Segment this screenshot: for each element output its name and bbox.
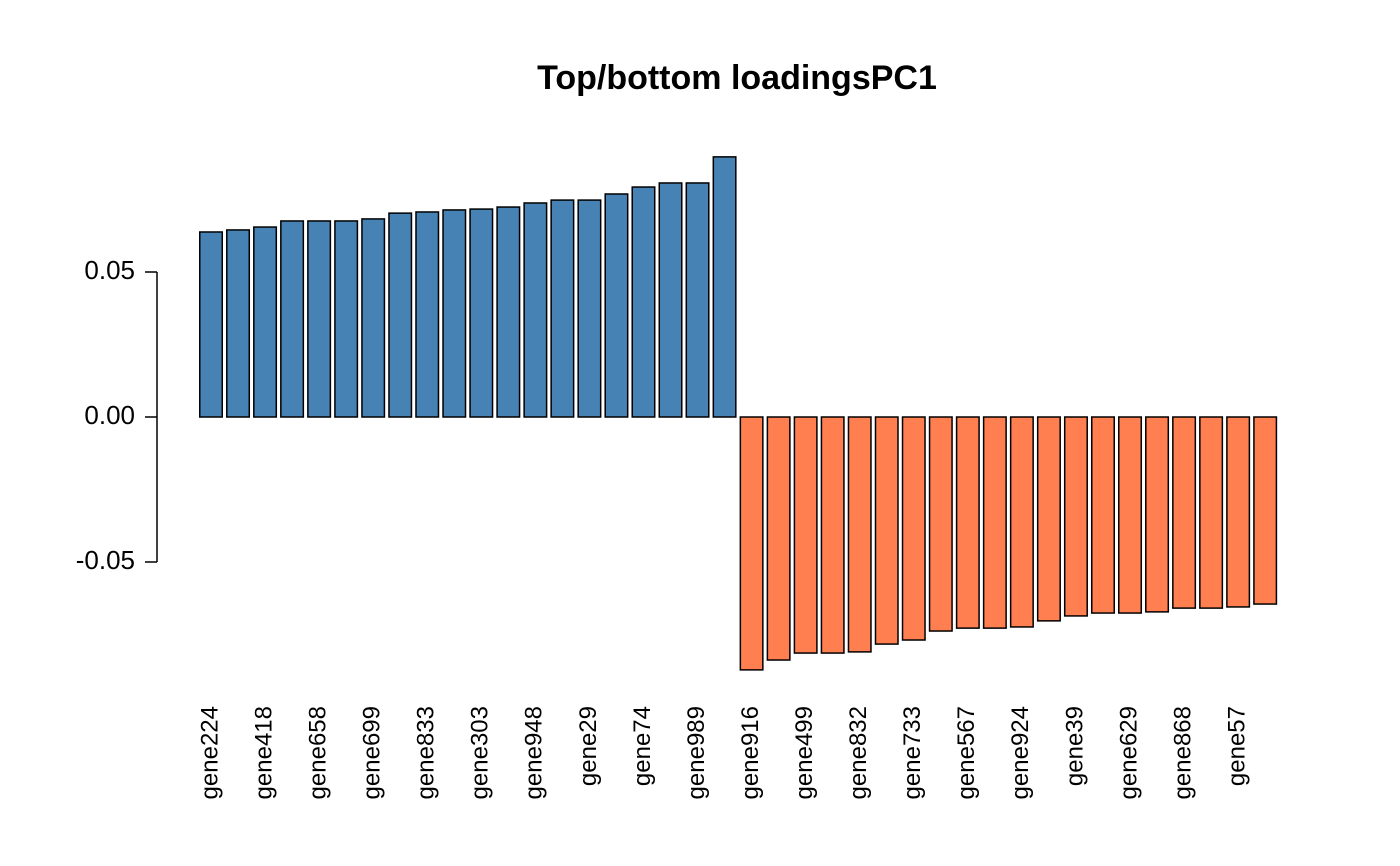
bar: [1145, 416, 1170, 613]
y-tick-label: 0.05: [84, 255, 135, 285]
bar: [685, 182, 710, 418]
bar: [334, 220, 359, 418]
bar: [199, 231, 223, 418]
y-tick-label: -0.05: [76, 545, 135, 575]
y-tick-label: 0.00: [84, 400, 135, 430]
bar: [631, 186, 656, 418]
bar: [658, 182, 683, 418]
bar: [523, 202, 548, 418]
bar: [901, 416, 926, 641]
bar: [1226, 416, 1251, 608]
bar: [1172, 416, 1197, 609]
bar: [1199, 416, 1224, 609]
bar: [577, 199, 602, 418]
x-tick-label: gene916: [737, 706, 764, 799]
bar: [1063, 416, 1088, 617]
bar: [415, 211, 440, 418]
bar: [253, 226, 278, 418]
x-tick-label: gene832: [845, 706, 872, 799]
bar: [1036, 416, 1061, 622]
bar: [226, 229, 251, 418]
bar: [496, 206, 521, 418]
bar: [955, 416, 980, 629]
x-tick-label: gene699: [359, 706, 386, 799]
bar: [469, 208, 494, 418]
bar: [847, 416, 872, 653]
x-tick-label: gene74: [629, 706, 656, 786]
bar: [1009, 416, 1034, 628]
bar: [712, 156, 737, 418]
x-tick-label: gene658: [304, 706, 331, 799]
bar: [1118, 416, 1143, 614]
bar: [874, 416, 899, 645]
x-tick-label: gene418: [250, 706, 277, 799]
bar: [388, 212, 413, 418]
x-tick-label: gene39: [1061, 706, 1088, 786]
bar: [766, 416, 791, 661]
bar: [982, 416, 1007, 629]
bar: [307, 220, 332, 418]
bar: [793, 416, 818, 654]
x-tick-label: gene924: [1007, 706, 1034, 799]
x-tick-label: gene989: [683, 706, 710, 799]
bar: [1090, 416, 1115, 614]
bar: [604, 193, 629, 418]
x-tick-label: gene224: [196, 706, 223, 799]
bar: [928, 416, 953, 632]
bar: [361, 218, 386, 418]
x-tick-label: gene833: [413, 706, 440, 799]
bar: [280, 220, 305, 418]
x-tick-label: gene948: [521, 706, 548, 799]
bar: [739, 416, 764, 671]
x-tick-label: gene733: [899, 706, 926, 799]
bar: [442, 209, 467, 418]
x-tick-label: gene629: [1115, 706, 1142, 799]
chart-title: Top/bottom loadingsPC1: [537, 59, 937, 97]
x-tick-label: gene29: [575, 706, 602, 786]
x-tick-label: gene567: [953, 706, 980, 799]
x-tick-label: gene499: [791, 706, 818, 799]
bar: [550, 199, 575, 418]
x-tick-label: gene303: [467, 706, 494, 799]
x-tick-label: gene57: [1223, 706, 1250, 786]
bar: [820, 416, 845, 654]
x-tick-label: gene868: [1169, 706, 1196, 799]
bar: [1253, 416, 1278, 605]
